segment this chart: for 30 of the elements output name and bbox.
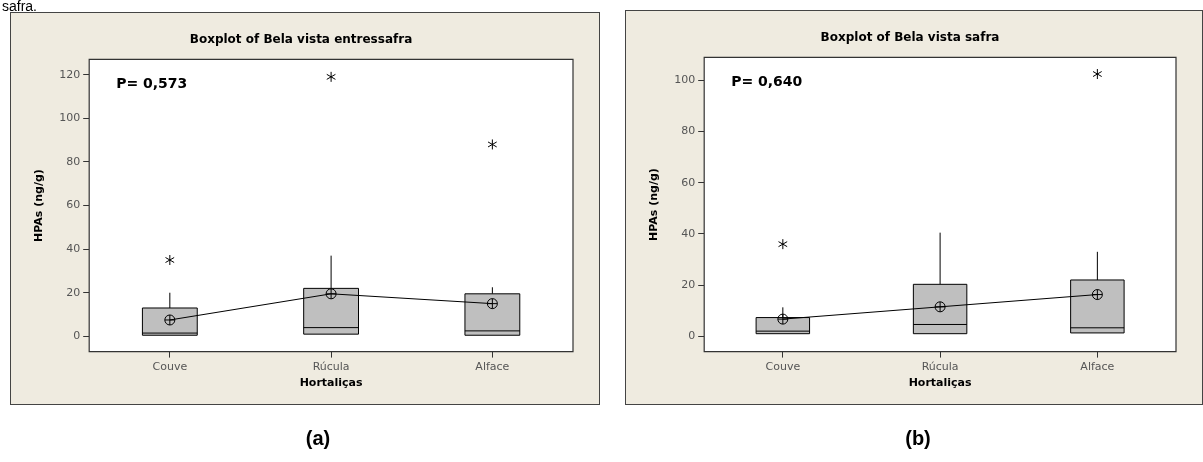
y-tick-label: 40	[681, 226, 696, 240]
y-tick-label: 20	[66, 285, 81, 299]
y-tick-label: 60	[681, 175, 696, 189]
x-tick-label: Alface	[475, 360, 510, 374]
text: (a)	[305, 427, 331, 450]
text: (b)	[905, 427, 931, 450]
y-tick-label: 100	[674, 73, 696, 87]
annotation: P= 0,640	[731, 73, 803, 90]
annotation: P= 0,573	[116, 75, 188, 92]
y-tick-label: 80	[681, 124, 696, 138]
y-tick-label: 120	[59, 67, 81, 81]
y-tick-label: 80	[66, 154, 81, 168]
x-tick-label: Rúcula	[312, 360, 350, 374]
chart-title: Boxplot of Bela vista entressafra	[189, 32, 413, 47]
x-tick-label: Couve	[765, 360, 801, 374]
x-tick-label: Couve	[152, 360, 188, 374]
x-tick-label: Alface	[1080, 360, 1115, 374]
y-tick-label: 0	[73, 329, 81, 343]
y-tick-label: 60	[66, 198, 81, 212]
chart-title: Boxplot of Bela vista safra	[820, 30, 1000, 45]
y-tick-label: 100	[59, 111, 81, 125]
y-tick-label: 20	[681, 277, 696, 291]
x-axis-title: Hortaliças	[299, 376, 363, 390]
y-axis-title: HPAs (ng/g)	[647, 168, 661, 241]
text: safra.	[2, 0, 38, 14]
y-tick-label: 0	[688, 329, 696, 343]
y-tick-label: 40	[66, 241, 81, 255]
y-axis-title: HPAs (ng/g)	[32, 169, 46, 242]
x-tick-label: Rúcula	[921, 360, 959, 374]
x-axis-title: Hortaliças	[908, 376, 972, 390]
